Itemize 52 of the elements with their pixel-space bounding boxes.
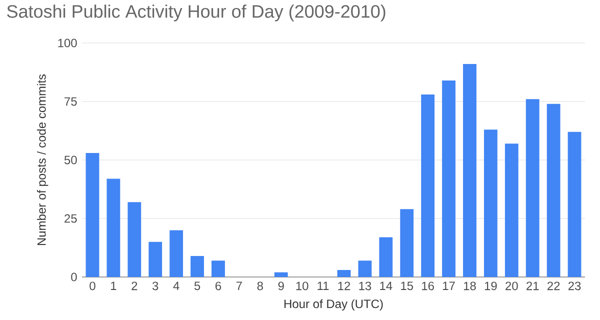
x-tick-label: 20	[506, 282, 518, 290]
y-tick-label: 50	[64, 156, 77, 164]
x-tick-label: 14	[380, 282, 392, 290]
bar	[337, 270, 351, 277]
x-tick-label: 5	[194, 282, 200, 290]
bar	[568, 132, 582, 277]
bar	[421, 94, 435, 277]
bar	[148, 242, 162, 277]
y-axis-title: Number of posts / code commits	[36, 74, 48, 246]
bar	[400, 209, 414, 277]
x-tick-label: 0	[90, 282, 96, 290]
x-tick-label: 22	[547, 282, 560, 290]
chart-title: Satoshi Public Activity Hour of Day (2009-2010)	[7, 4, 386, 22]
y-tick-label: 75	[64, 97, 77, 106]
bar	[463, 64, 476, 277]
bar	[484, 130, 498, 277]
bar	[379, 237, 393, 277]
x-tick-label: 6	[215, 282, 222, 290]
x-tick-label: 9	[278, 282, 284, 290]
bar	[546, 104, 560, 277]
bar	[274, 272, 288, 277]
y-tick-label: 100	[58, 38, 77, 48]
x-tick-label: 7	[236, 282, 242, 290]
bar	[128, 202, 142, 277]
x-tick-label: 3	[152, 282, 158, 290]
x-tick-label: 11	[318, 282, 329, 290]
x-tick-label: 2	[132, 282, 138, 290]
bar	[504, 144, 518, 277]
bar	[86, 152, 100, 277]
x-tick-label: 4	[173, 282, 180, 290]
x-tick-label: 17	[443, 282, 455, 290]
y-tick-label: 25	[64, 214, 77, 223]
x-tick-label: 19	[484, 282, 497, 290]
bar	[212, 260, 225, 277]
y-tick-label: 0	[71, 272, 77, 282]
bar	[358, 260, 372, 277]
x-tick-label: 21	[526, 282, 539, 290]
x-tick-label: 8	[257, 282, 263, 290]
x-tick-label: 16	[422, 282, 434, 290]
x-tick-label: 13	[359, 282, 372, 290]
bar	[190, 256, 204, 277]
x-tick-label: 15	[401, 282, 414, 290]
x-tick-label: 18	[464, 282, 476, 290]
bar	[526, 99, 540, 277]
bar	[442, 80, 456, 277]
x-tick-label: 12	[338, 282, 350, 290]
bar	[170, 230, 184, 277]
bar	[106, 178, 120, 277]
x-tick-label: 1	[111, 282, 116, 290]
x-axis-title: Hour of Day (UTC)	[284, 299, 383, 311]
x-tick-label: 10	[296, 282, 308, 290]
x-tick-label: 23	[568, 282, 581, 290]
